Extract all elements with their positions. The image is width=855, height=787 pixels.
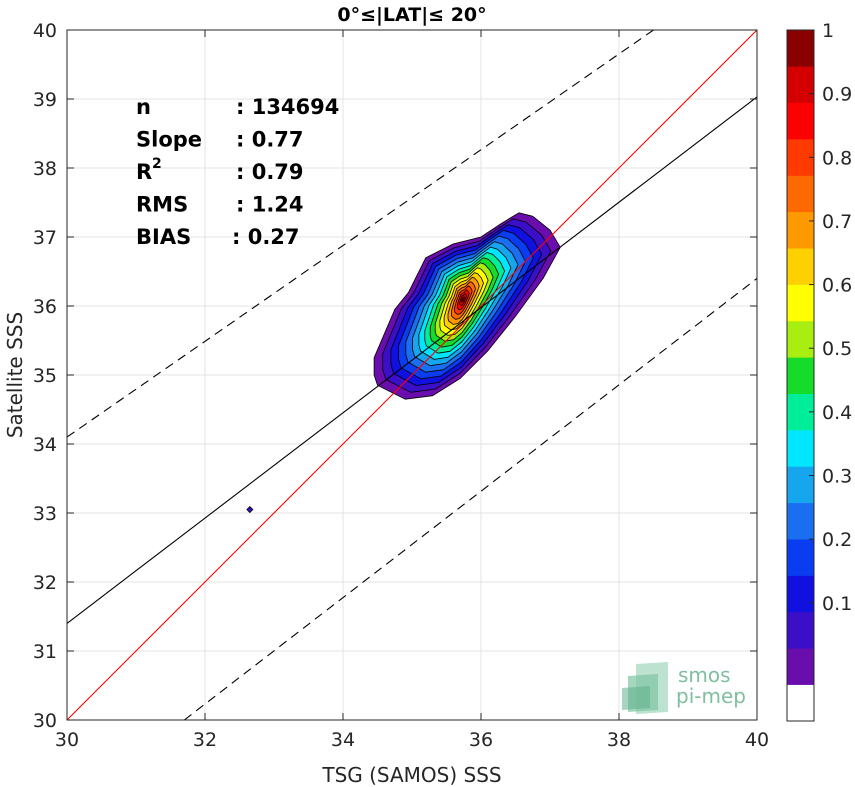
stat-label: BIAS	[136, 225, 191, 249]
colorbar-tick-label: 0.1	[822, 593, 852, 615]
colorbar-segment	[787, 539, 814, 576]
colorbar-tick-label: 0.4	[822, 402, 852, 424]
stat-label: Slope	[136, 128, 202, 152]
colorbar-tick-label: 1	[822, 20, 834, 42]
colorbar-segment	[787, 684, 814, 722]
density-contours	[246, 212, 561, 514]
x-tick-label: 38	[607, 729, 631, 751]
y-tick-label: 34	[33, 434, 57, 456]
colorbar-segment	[787, 66, 814, 104]
y-tick-label: 36	[33, 296, 57, 318]
x-tick-label: 32	[193, 729, 217, 751]
statistics-box: n : 134694 Slope : 0.77 R 2 : 0.79 RMS : 1.24 BIA…	[136, 95, 339, 249]
y-tick-label: 37	[33, 227, 57, 249]
y-tick-label: 40	[33, 20, 57, 42]
colorbar-segment	[787, 575, 814, 613]
colorbar-tick-label: 0.3	[822, 466, 852, 488]
colorbar-segment	[787, 30, 814, 67]
colorbar-tick-label: 0.6	[822, 275, 852, 297]
colorbar-segment	[787, 502, 814, 540]
colorbar-tick-label: 0.9	[822, 84, 852, 106]
colorbar-segment	[787, 175, 814, 213]
y-axis-label: Satellite SSS	[3, 312, 27, 438]
logo-text-smos: smos	[678, 663, 731, 687]
logo-text-pimep: pi-mep	[676, 684, 746, 708]
stat-label-superscript: 2	[152, 156, 162, 172]
colorbar-segment	[787, 357, 814, 394]
isolated-density-point	[246, 505, 254, 514]
colorbar-tick-label: 0.8	[822, 147, 852, 169]
colorbar-segment	[787, 320, 814, 358]
y-axis-ticks: 30 31 32 33 34 35 36 37 38 39 40	[33, 20, 757, 732]
colorbar-tick-label: 0.2	[822, 529, 852, 551]
y-tick-label: 38	[33, 158, 57, 180]
y-tick-label: 39	[33, 89, 57, 111]
colorbar-segment	[787, 466, 814, 504]
stat-label: n	[136, 95, 151, 119]
x-tick-label: 36	[469, 729, 493, 751]
y-tick-label: 31	[33, 641, 57, 663]
stat-value: : 134694	[236, 95, 339, 119]
x-tick-label: 40	[745, 729, 769, 751]
stat-label: R	[136, 160, 152, 184]
density-contour-level	[461, 296, 465, 303]
x-axis-label: TSG (SAMOS) SSS	[321, 763, 501, 787]
identity-line	[67, 30, 757, 720]
y-tick-label: 30	[33, 710, 57, 732]
colorbar-segment	[787, 211, 814, 249]
x-tick-label: 30	[55, 729, 79, 751]
reference-lines	[67, 30, 757, 720]
y-tick-label: 32	[33, 572, 57, 594]
colorbar-segment	[787, 648, 814, 685]
stat-value: : 0.27	[232, 225, 300, 249]
colorbar-tick-label: 0.5	[822, 338, 852, 360]
colorbar-segment	[787, 248, 814, 285]
colorbar-frame	[786, 29, 815, 722]
smos-pimep-logo: smos pi-mep	[622, 662, 746, 714]
stat-value: : 0.79	[236, 160, 304, 184]
chart-title: 0°≤|LAT|≤ 20°	[337, 4, 486, 26]
x-axis-ticks: 30 32 34 36 38 40	[55, 30, 769, 751]
colorbar	[786, 29, 815, 722]
colorbar-tick-label: 0.7	[822, 211, 852, 233]
colorbar-segment	[787, 611, 814, 649]
y-tick-label: 33	[33, 503, 57, 525]
colorbar-segment	[787, 284, 814, 322]
colorbar-segment	[787, 102, 814, 140]
regression-line	[67, 96, 757, 624]
colorbar-ticks: 0.1 0.2 0.3 0.4 0.5 0.6 0.7 0.8 0.9 1	[809, 20, 852, 615]
y-tick-label: 35	[33, 365, 57, 387]
colorbar-segment	[787, 430, 814, 467]
grid	[66, 29, 758, 721]
stat-label: RMS	[136, 193, 188, 217]
stat-value: : 1.24	[236, 193, 304, 217]
x-tick-label: 34	[331, 729, 355, 751]
lower-bound-line	[183, 277, 757, 720]
stat-value: : 0.77	[236, 128, 304, 152]
